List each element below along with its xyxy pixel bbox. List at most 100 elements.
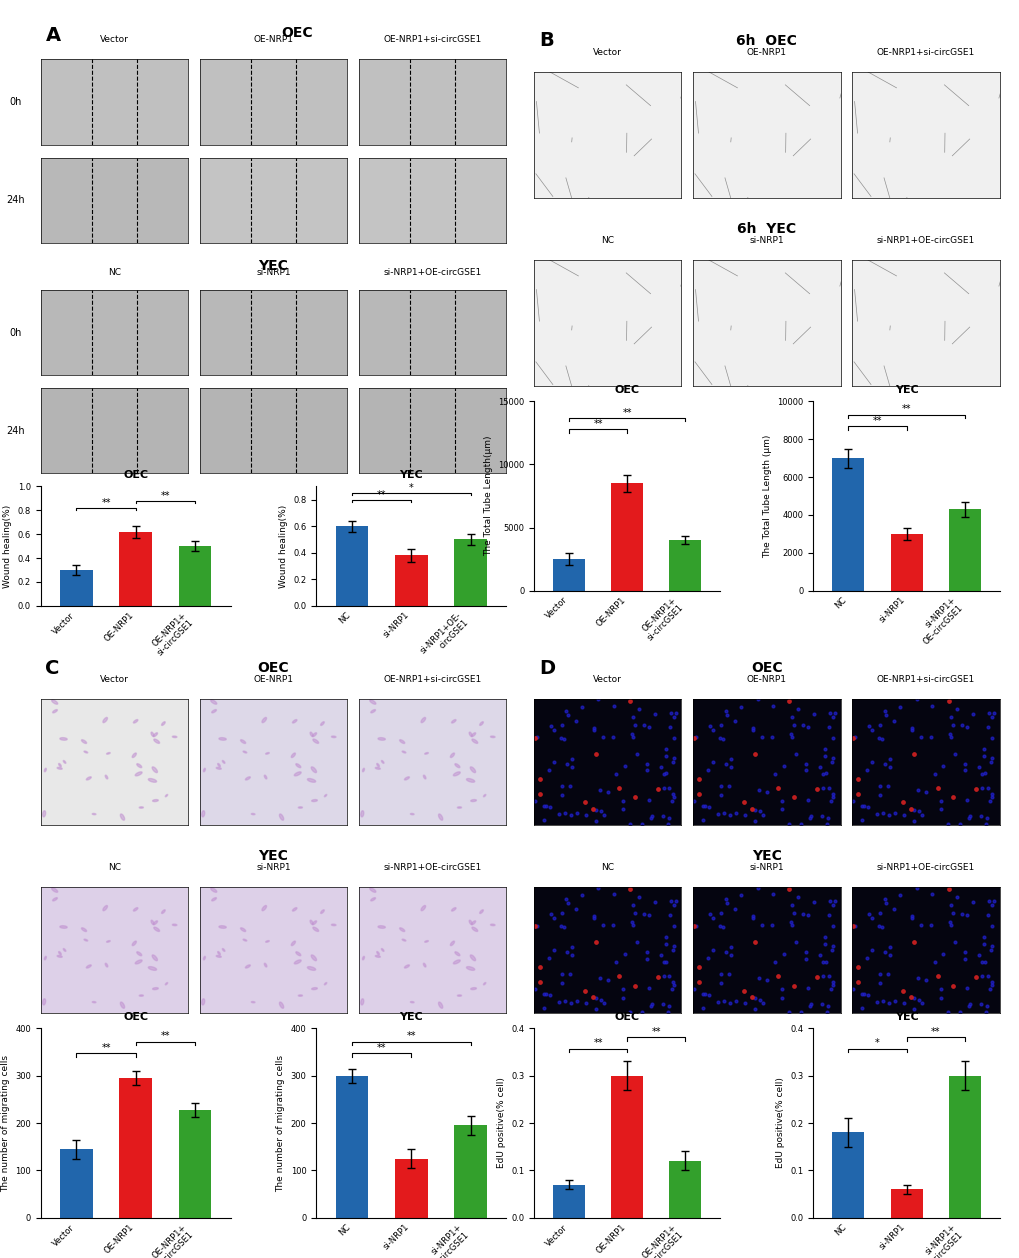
Point bbox=[732, 886, 748, 906]
Point bbox=[787, 743, 803, 764]
Ellipse shape bbox=[251, 1001, 255, 1003]
Point bbox=[917, 782, 933, 803]
Point bbox=[621, 814, 637, 834]
Ellipse shape bbox=[136, 772, 142, 776]
Point bbox=[587, 932, 603, 952]
Point bbox=[982, 940, 999, 960]
Ellipse shape bbox=[107, 752, 110, 755]
Point bbox=[983, 975, 1000, 995]
Ellipse shape bbox=[82, 740, 87, 743]
Point bbox=[775, 944, 792, 964]
Point bbox=[967, 779, 983, 799]
Point bbox=[541, 985, 557, 1005]
Point bbox=[535, 984, 551, 1004]
Ellipse shape bbox=[154, 927, 159, 931]
Point bbox=[564, 750, 580, 770]
Title: OEC: OEC bbox=[614, 385, 639, 395]
Ellipse shape bbox=[52, 888, 58, 892]
Ellipse shape bbox=[376, 951, 379, 955]
Point bbox=[610, 966, 627, 986]
Point bbox=[643, 806, 659, 827]
Point bbox=[923, 696, 940, 716]
Point bbox=[819, 777, 836, 798]
Point bbox=[811, 757, 827, 777]
Ellipse shape bbox=[466, 779, 474, 782]
Bar bbox=[453, 540, 486, 606]
Ellipse shape bbox=[132, 754, 137, 757]
Point bbox=[940, 691, 956, 711]
Point bbox=[844, 916, 860, 936]
Point bbox=[744, 718, 760, 738]
Point bbox=[823, 751, 840, 771]
Point bbox=[657, 738, 674, 759]
Ellipse shape bbox=[313, 740, 318, 743]
Ellipse shape bbox=[219, 737, 226, 740]
Text: OE-NRP1: OE-NRP1 bbox=[254, 674, 293, 684]
Ellipse shape bbox=[137, 764, 142, 767]
Point bbox=[905, 932, 921, 952]
Point bbox=[626, 975, 642, 995]
Ellipse shape bbox=[438, 1003, 442, 1008]
Point bbox=[812, 806, 828, 827]
Bar bbox=[610, 483, 643, 590]
Point bbox=[753, 727, 769, 747]
Point bbox=[623, 912, 639, 932]
Point bbox=[797, 760, 813, 780]
Point bbox=[560, 775, 577, 795]
Ellipse shape bbox=[307, 779, 315, 782]
Point bbox=[942, 916, 958, 936]
Point bbox=[887, 803, 903, 823]
Text: *: * bbox=[409, 483, 414, 493]
Point bbox=[736, 993, 752, 1013]
Point bbox=[973, 779, 989, 799]
Point bbox=[704, 720, 720, 740]
Ellipse shape bbox=[399, 740, 405, 743]
Ellipse shape bbox=[291, 941, 296, 946]
Point bbox=[590, 689, 606, 710]
Ellipse shape bbox=[140, 806, 144, 808]
Point bbox=[661, 906, 678, 926]
Ellipse shape bbox=[105, 964, 108, 967]
Text: OE-NRP1: OE-NRP1 bbox=[746, 674, 786, 684]
Point bbox=[613, 979, 630, 999]
Point bbox=[975, 951, 991, 971]
Point bbox=[853, 810, 869, 830]
Point bbox=[982, 747, 999, 767]
Point bbox=[592, 801, 608, 821]
Point bbox=[958, 905, 974, 925]
Point bbox=[630, 887, 646, 907]
Text: **: ** bbox=[161, 491, 170, 501]
Ellipse shape bbox=[483, 982, 485, 985]
Bar bbox=[335, 526, 368, 606]
Ellipse shape bbox=[423, 964, 426, 967]
Point bbox=[654, 994, 671, 1014]
Ellipse shape bbox=[165, 795, 167, 796]
Ellipse shape bbox=[53, 898, 57, 901]
Point bbox=[878, 964, 895, 984]
Point bbox=[537, 984, 553, 1004]
Text: OE-NRP1: OE-NRP1 bbox=[254, 35, 293, 44]
Point bbox=[958, 790, 974, 810]
Point bbox=[555, 917, 572, 937]
Ellipse shape bbox=[405, 965, 409, 969]
Ellipse shape bbox=[421, 717, 425, 722]
Ellipse shape bbox=[324, 982, 326, 985]
Ellipse shape bbox=[53, 710, 57, 713]
Point bbox=[664, 896, 681, 916]
Point bbox=[956, 942, 972, 962]
Point bbox=[529, 916, 545, 936]
Point bbox=[660, 777, 677, 798]
Ellipse shape bbox=[137, 952, 142, 956]
Point bbox=[592, 990, 608, 1010]
Point bbox=[973, 952, 989, 972]
Text: B: B bbox=[538, 31, 553, 50]
Ellipse shape bbox=[292, 720, 297, 723]
Point bbox=[819, 996, 836, 1016]
Point bbox=[758, 970, 774, 990]
Point bbox=[934, 756, 951, 776]
Point bbox=[568, 898, 584, 918]
Ellipse shape bbox=[483, 795, 485, 796]
Point bbox=[559, 893, 576, 913]
Point bbox=[559, 706, 576, 726]
Point bbox=[657, 951, 674, 971]
